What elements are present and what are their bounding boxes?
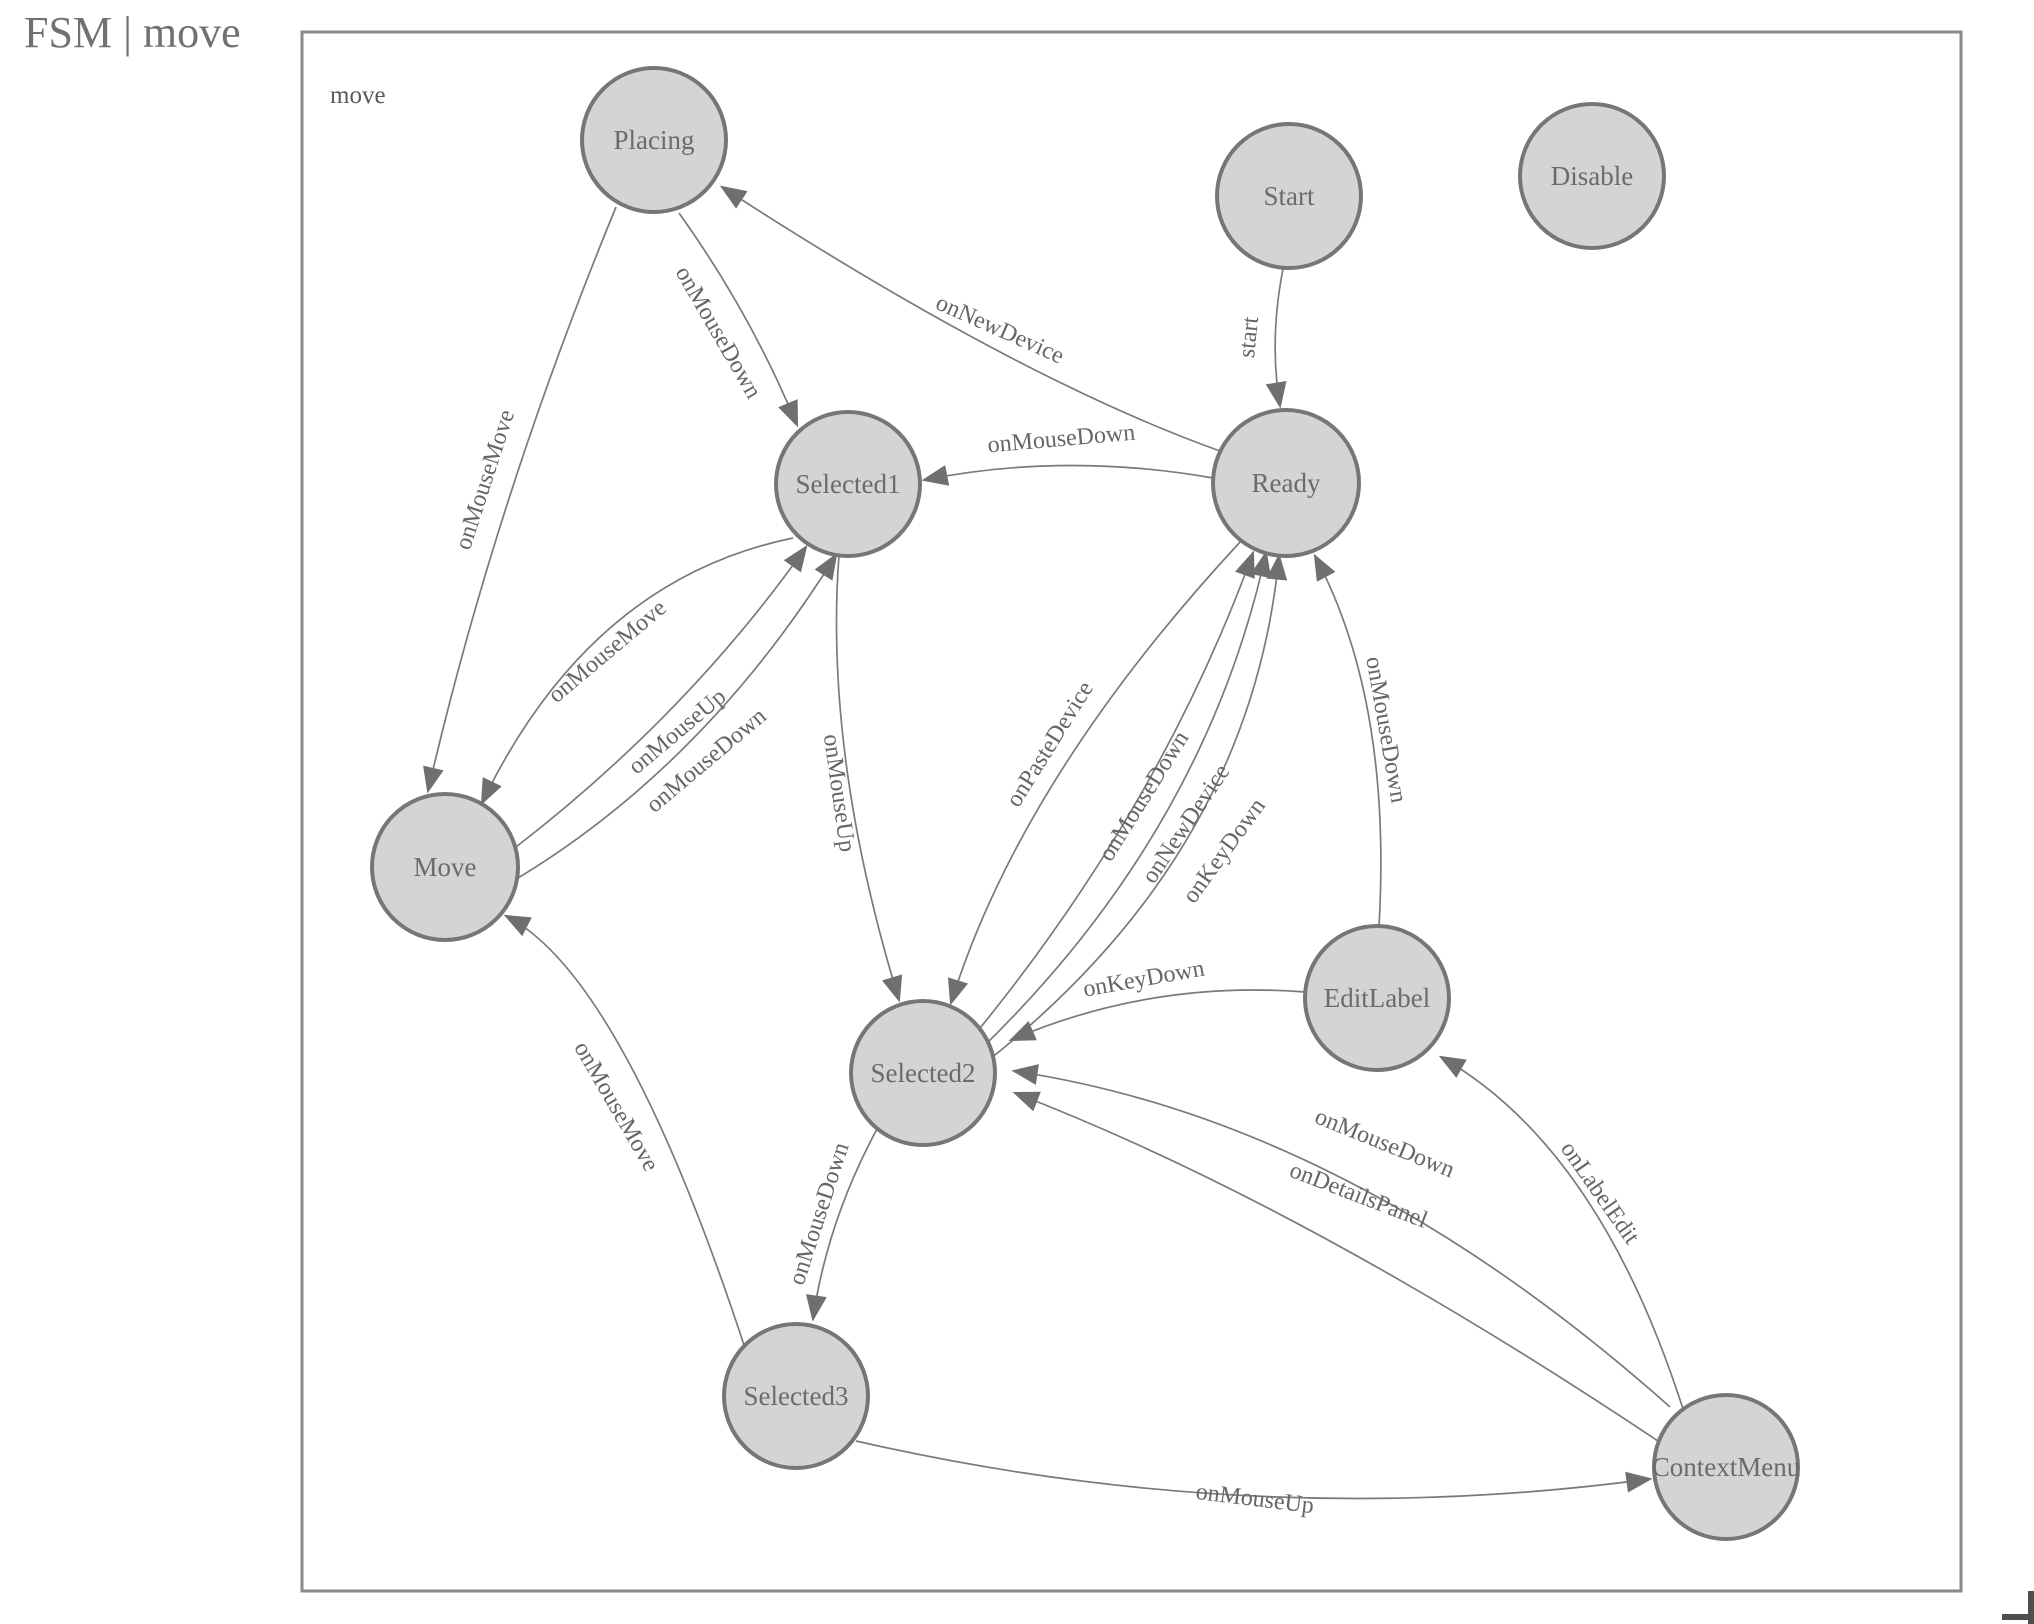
- state-node-start[interactable]: Start: [1215, 122, 1363, 270]
- edge-ready-selected1: [921, 464, 1214, 486]
- edge-label: onPasteDevice: [1001, 677, 1099, 812]
- edge-ready-selected2: [947, 540, 1242, 1006]
- edge-contextmenu-editlabel: [1438, 1055, 1684, 1410]
- edge-label: onMouseUp: [1194, 1479, 1315, 1519]
- state-label: Start: [1264, 181, 1315, 211]
- state-label: Selected3: [744, 1381, 849, 1411]
- state-node-selected3[interactable]: Selected3: [722, 1322, 870, 1470]
- edge-label: onMouseDown: [987, 420, 1137, 459]
- edge-move-selected1-mousedown: [517, 552, 838, 879]
- state-label: ContextMenu: [1652, 1452, 1801, 1482]
- edge-label: onKeyDown: [1081, 956, 1206, 1003]
- corner-marker: [2002, 1591, 2034, 1624]
- edge-label: onMouseDown: [1360, 655, 1411, 805]
- state-label: EditLabel: [1324, 983, 1430, 1013]
- edge-label: onMouseDown: [784, 1139, 854, 1288]
- edge-label: onMouseMove: [568, 1037, 663, 1176]
- edge-label: start: [1234, 315, 1264, 359]
- transition-labels: start onNewDevice onMouseDown onMouseDow…: [451, 262, 1645, 1519]
- edge-selected1-move: [480, 537, 794, 806]
- state-node-ready[interactable]: Ready: [1211, 408, 1361, 558]
- edge-contextmenu-selected2-detailspanel: [1012, 1091, 1659, 1442]
- edge-placing-selected1: [678, 212, 799, 428]
- edge-ready-placing: [719, 185, 1221, 452]
- edge-selected2-selected3: [805, 1128, 878, 1322]
- transitions: [423, 185, 1684, 1500]
- state-label: Disable: [1551, 161, 1633, 191]
- state-label: Selected1: [796, 469, 901, 499]
- state-node-disable[interactable]: Disable: [1518, 102, 1666, 250]
- state-label: Move: [414, 852, 477, 882]
- state-node-placing[interactable]: Placing: [580, 66, 728, 214]
- edge-placing-move: [423, 206, 617, 794]
- edge-move-selected1-mouseup: [515, 544, 808, 848]
- page-title: FSM | move: [24, 8, 241, 57]
- edge-selected3-move: [503, 914, 745, 1346]
- state-node-editlabel[interactable]: EditLabel: [1303, 924, 1451, 1072]
- edge-selected1-selected2: [835, 554, 903, 1003]
- edge-label: onMouseMove: [451, 407, 521, 553]
- edge-label: onNewDevice: [932, 290, 1068, 370]
- edge-selected3-contextmenu: [855, 1440, 1653, 1500]
- edge-editlabel-ready: [1313, 553, 1382, 927]
- edge-label: onMouseDown: [670, 262, 767, 403]
- state-node-move[interactable]: Move: [370, 792, 520, 942]
- state-node-selected1[interactable]: Selected1: [774, 410, 922, 558]
- edge-contextmenu-selected2-mousedown: [1011, 1064, 1671, 1408]
- state-label: Ready: [1252, 468, 1321, 498]
- edge-label: onMouseMove: [543, 595, 671, 708]
- edge-label: onDetailsPanel: [1286, 1157, 1431, 1233]
- state-node-contextmenu[interactable]: ContextMenu: [1652, 1393, 1801, 1541]
- edge-label: onLabelEdit: [1555, 1137, 1645, 1249]
- edge-selected2-ready-keydown: [989, 553, 1288, 1060]
- state-label: Placing: [614, 125, 695, 155]
- edge-selected2-ready-newdevice: [983, 550, 1272, 1047]
- state-nodes: Placing Start Disable Selected1 Ready Mo…: [370, 66, 1801, 1541]
- state-node-selected2[interactable]: Selected2: [849, 999, 997, 1147]
- state-label: Selected2: [871, 1058, 976, 1088]
- edge-editlabel-selected2: [1008, 989, 1306, 1042]
- diagram-frame: [300, 30, 1963, 1593]
- diagram-label: move: [330, 82, 386, 109]
- edge-label: onMouseUp: [818, 732, 860, 853]
- edge-start-ready: [1265, 268, 1287, 409]
- edge-selected2-ready-mousedown: [975, 550, 1255, 1034]
